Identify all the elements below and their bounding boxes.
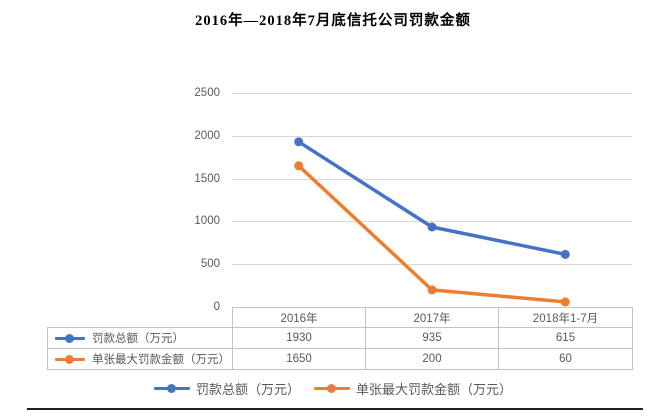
y-axis: 0 500 1000 1500 2000 2500 — [186, 87, 226, 313]
table-row-series2: 单张最大罚款金额（万元） 1650 200 60 — [47, 348, 633, 370]
data-point-marker — [294, 137, 304, 147]
gridline — [232, 221, 632, 223]
legend-label-series2: 单张最大罚款金额（万元） — [356, 382, 513, 397]
table-row-series1: 罚款总额（万元） 1930 935 615 — [47, 327, 633, 349]
y-tick-label: 1500 — [194, 172, 220, 185]
series2-line-marker-icon — [55, 354, 85, 364]
y-tick-label: 2000 — [194, 129, 220, 142]
series2-value-2016: 1650 — [232, 348, 366, 370]
y-tick-label: 0 — [213, 301, 220, 313]
legend-item-series1: 罚款总额（万元） — [153, 379, 300, 398]
series2-line-marker-icon — [314, 384, 350, 393]
legend-label-series1: 罚款总额（万元） — [195, 382, 300, 397]
table-header-2017: 2017年 — [365, 307, 499, 328]
data-point-marker — [560, 249, 570, 259]
table-header-2018: 2018年1-7月 — [498, 307, 633, 328]
series1-label-cell: 罚款总额（万元） — [47, 327, 233, 349]
table-header-row: 2016年 2017年 2018年1-7月 — [48, 307, 633, 328]
gridline — [232, 178, 632, 180]
series2-label-cell: 单张最大罚款金额（万元） — [47, 348, 233, 370]
series-line-2 — [296, 164, 568, 304]
gridline — [232, 93, 632, 94]
series1-line-marker-icon — [153, 384, 190, 393]
series1-line-marker-icon — [55, 333, 85, 343]
chart-data-table: 2016年 2017年 2018年1-7月 罚款总额（万元） 1930 935 — [47, 307, 633, 370]
gridline — [232, 264, 632, 266]
series2-value-2018: 60 — [498, 348, 633, 370]
series1-value-2018: 615 — [498, 327, 633, 349]
legend-item-series2: 单张最大罚款金额（万元） — [314, 379, 512, 398]
data-point-marker — [560, 297, 570, 307]
series-line-1 — [296, 140, 568, 257]
table-header-2016: 2016年 — [232, 307, 366, 328]
series2-label: 单张最大罚款金额（万元） — [92, 354, 230, 366]
series1-value-2016: 1930 — [232, 327, 366, 349]
chart-legend: 罚款总额（万元） 单张最大罚款金额（万元） — [0, 379, 666, 398]
y-tick-label: 2500 — [194, 87, 220, 99]
table-corner-cell — [48, 308, 233, 328]
gridline — [232, 135, 632, 137]
plot-area — [232, 93, 632, 308]
y-tick-label: 1000 — [194, 215, 220, 228]
series-lines — [294, 137, 570, 307]
series1-value-2017: 935 — [365, 327, 499, 349]
data-point-marker — [427, 285, 437, 295]
series2-value-2017: 200 — [365, 348, 499, 370]
data-point-marker — [294, 161, 304, 171]
series1-label: 罚款总额（万元） — [92, 333, 184, 345]
data-point-marker — [427, 222, 437, 232]
bottom-border-line — [27, 408, 643, 410]
chart-title: 2016年—2018年7月底信托公司罚款金额 — [195, 13, 471, 29]
y-tick-label: 500 — [200, 258, 220, 271]
